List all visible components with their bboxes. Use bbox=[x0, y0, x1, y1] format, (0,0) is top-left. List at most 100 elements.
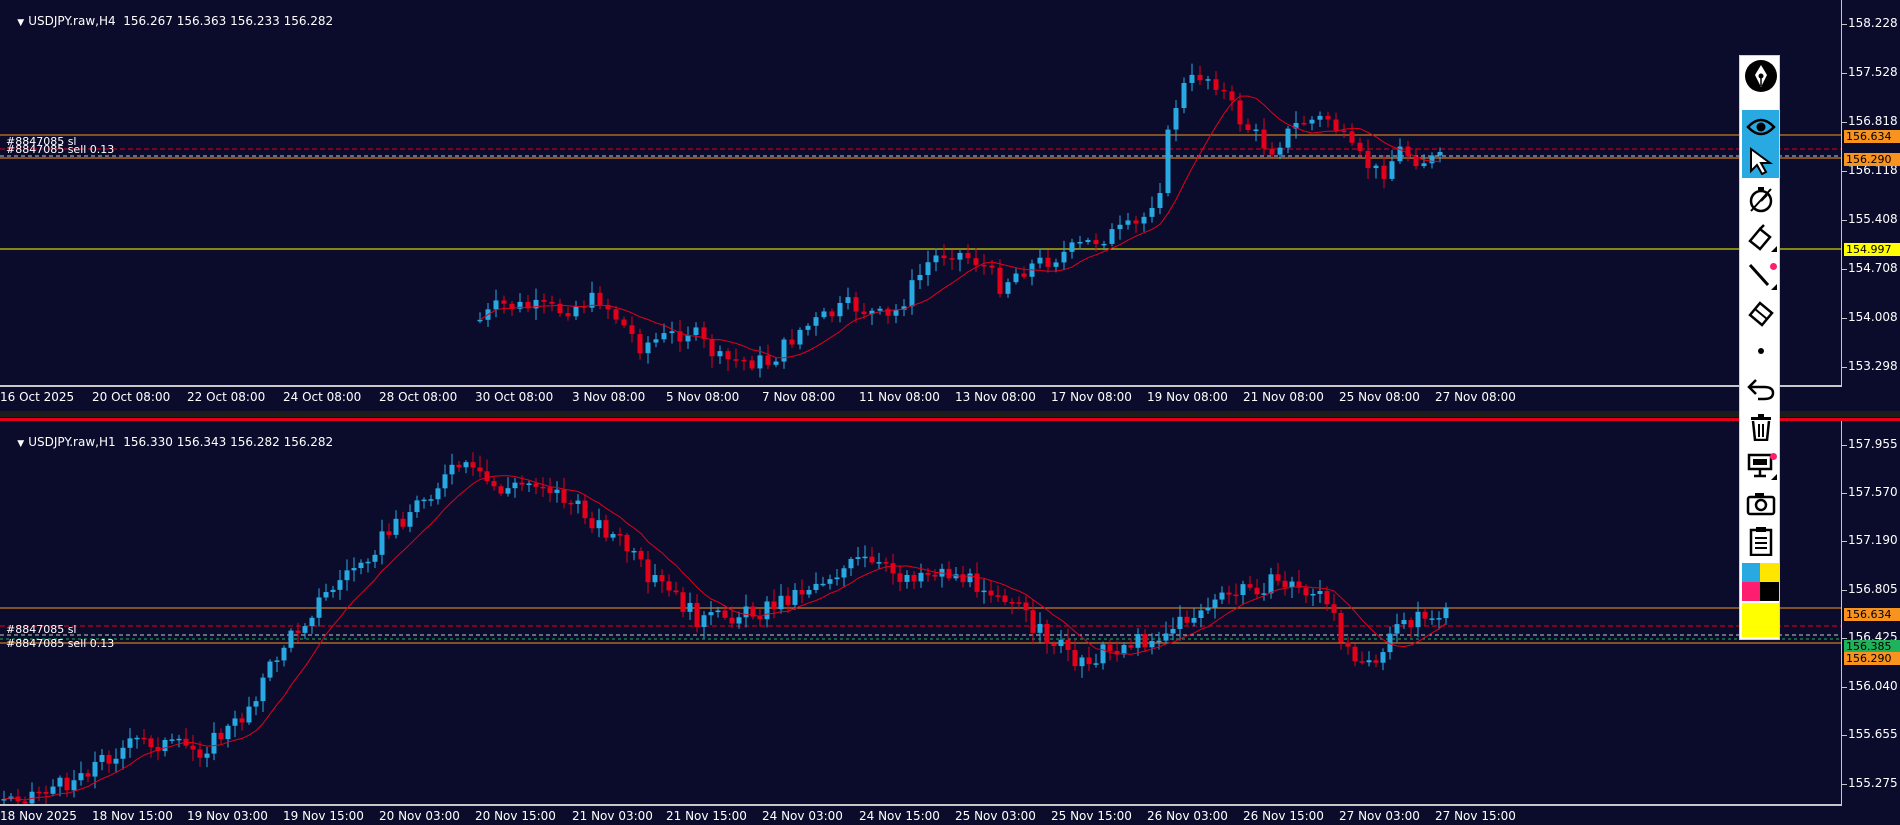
candle-body bbox=[673, 590, 679, 593]
candle-body bbox=[127, 738, 133, 748]
price-tag-sl: 156.634 bbox=[1844, 130, 1900, 143]
candle-body bbox=[71, 780, 77, 791]
clipboard-icon[interactable] bbox=[1742, 524, 1779, 558]
candle-body bbox=[288, 630, 294, 648]
plot-bottom-border bbox=[0, 385, 1841, 387]
trash-icon[interactable] bbox=[1742, 410, 1779, 444]
candle-body bbox=[1422, 611, 1428, 619]
candle-body bbox=[834, 577, 840, 580]
candle-body bbox=[323, 592, 329, 598]
candle-body bbox=[463, 462, 469, 468]
pane-title-h1: ▼ USDJPY.raw,H1 156.330 156.343 156.282 1… bbox=[2, 421, 333, 465]
order-label-sl: #8847085 sl bbox=[6, 135, 77, 148]
cursor-icon[interactable] bbox=[1742, 144, 1779, 178]
candle-body bbox=[741, 359, 747, 362]
candle-body bbox=[918, 572, 924, 582]
candle-body bbox=[407, 512, 413, 527]
candle-body bbox=[827, 579, 833, 584]
time-axis-h1[interactable]: 18 Nov 2025 18 Nov 15:00 19 Nov 03:00 19… bbox=[0, 807, 1841, 823]
time-tick: 26 Nov 03:00 bbox=[1147, 809, 1228, 823]
pen-icon[interactable] bbox=[1742, 58, 1779, 94]
eye-icon[interactable] bbox=[1742, 110, 1779, 144]
candle-body bbox=[1156, 640, 1162, 643]
price-axis-h4[interactable]: 158.228 157.528 156.818 156.118 155.408 … bbox=[1841, 0, 1900, 387]
candle-body bbox=[1128, 644, 1134, 648]
candle-body bbox=[1184, 616, 1190, 623]
color-swatch-yellow[interactable] bbox=[1760, 563, 1779, 582]
chart-pane-h1[interactable]: ▼ USDJPY.raw,H1 156.330 156.343 156.282 1… bbox=[0, 421, 1900, 825]
symbol-ohlc-text: USDJPY.raw,H1 156.330 156.343 156.282 15… bbox=[28, 435, 334, 449]
candle-body bbox=[512, 482, 518, 489]
candle-body bbox=[1245, 124, 1251, 130]
candle-body bbox=[1397, 146, 1403, 162]
price-tick: 156.040 bbox=[1848, 679, 1898, 693]
candle-body bbox=[589, 292, 595, 308]
candle-body bbox=[1107, 644, 1113, 651]
candle-body bbox=[99, 754, 105, 762]
candle-body bbox=[1413, 156, 1419, 167]
color-swatch-cyan[interactable] bbox=[1742, 563, 1760, 582]
dot-icon[interactable] bbox=[1742, 334, 1779, 368]
candle-body bbox=[1165, 129, 1171, 194]
candle-body bbox=[435, 488, 441, 500]
candle-body bbox=[141, 737, 147, 740]
candle-body bbox=[541, 299, 547, 302]
collapse-triangle-icon[interactable]: ▼ bbox=[17, 439, 25, 449]
candle-body bbox=[225, 725, 231, 740]
highlighter-icon[interactable] bbox=[1742, 220, 1779, 254]
stopwatch-icon[interactable] bbox=[1742, 182, 1779, 216]
plot-area-h4[interactable] bbox=[0, 0, 1841, 387]
candle-body bbox=[316, 597, 322, 618]
candle-body bbox=[1317, 115, 1323, 120]
candle-body bbox=[1045, 257, 1051, 267]
price-axis-h1[interactable]: 157.955 157.570 157.190 156.805 156.425 … bbox=[1841, 421, 1900, 806]
eraser-icon[interactable] bbox=[1742, 296, 1779, 330]
candle-body bbox=[1415, 611, 1421, 628]
candle-body bbox=[1387, 633, 1393, 653]
color-swatch-black[interactable] bbox=[1760, 582, 1779, 601]
candle-body bbox=[1221, 89, 1227, 92]
active-color-swatch[interactable] bbox=[1742, 603, 1779, 637]
candle-body bbox=[505, 488, 511, 494]
order-label-sell: #8847085 sell 0.13 bbox=[6, 143, 115, 156]
candle-body bbox=[344, 570, 350, 581]
collapse-triangle-icon[interactable]: ▼ bbox=[17, 18, 25, 28]
time-tick: 20 Oct 08:00 bbox=[92, 390, 171, 404]
plot-area-h1[interactable] bbox=[0, 421, 1841, 806]
chart-pane-h4[interactable]: ▼ USDJPY.raw,H4 156.267 156.363 156.233 1… bbox=[0, 0, 1900, 411]
price-tick: 157.528 bbox=[1848, 65, 1898, 79]
candle-body bbox=[876, 562, 882, 564]
pane-splitter[interactable] bbox=[0, 418, 1900, 421]
undo-icon[interactable] bbox=[1742, 372, 1779, 406]
candle-body bbox=[573, 306, 579, 317]
time-tick: 27 Nov 03:00 bbox=[1339, 809, 1420, 823]
color-palette[interactable] bbox=[1742, 563, 1779, 601]
screen-capture-icon[interactable] bbox=[1742, 448, 1779, 482]
candle-body bbox=[1341, 130, 1347, 132]
candle-body bbox=[554, 489, 560, 493]
candle-body bbox=[148, 738, 154, 747]
candle-body bbox=[1373, 165, 1379, 169]
time-axis-h4[interactable]: 16 Oct 2025 20 Oct 08:00 22 Oct 08:00 24… bbox=[0, 388, 1841, 404]
price-tick: 154.008 bbox=[1848, 310, 1898, 324]
candle-body bbox=[190, 745, 196, 750]
color-swatch-magenta[interactable] bbox=[1742, 582, 1760, 601]
candle-body bbox=[789, 339, 795, 345]
camera-icon[interactable] bbox=[1742, 486, 1779, 520]
candle-body bbox=[456, 464, 462, 468]
candle-body bbox=[1365, 150, 1371, 169]
candle-body bbox=[1285, 128, 1291, 148]
candle-body bbox=[603, 520, 609, 538]
moving-average-line bbox=[479, 95, 1441, 359]
line-icon[interactable] bbox=[1742, 258, 1779, 292]
candle-body bbox=[1429, 618, 1435, 620]
candle-body bbox=[1275, 574, 1281, 581]
candle-body bbox=[1301, 122, 1307, 125]
candle-body bbox=[351, 568, 357, 571]
price-tag-support: 154.997 bbox=[1844, 243, 1900, 256]
time-tick: 19 Nov 03:00 bbox=[187, 809, 268, 823]
candle-body bbox=[568, 502, 574, 505]
candle-body bbox=[533, 483, 539, 487]
pane-separator[interactable] bbox=[0, 411, 1900, 417]
candle-body bbox=[211, 732, 217, 754]
